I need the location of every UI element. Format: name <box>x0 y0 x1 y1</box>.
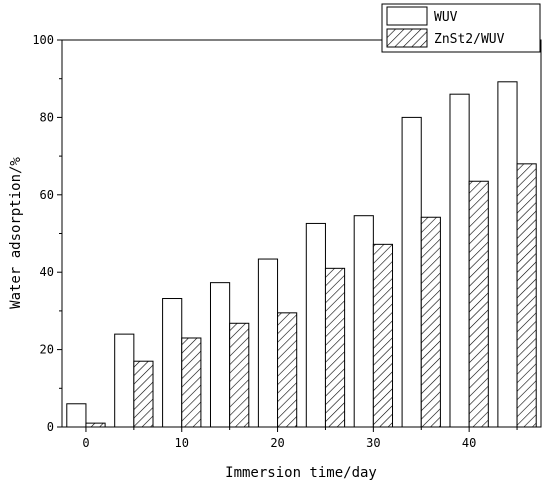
bar-znst2-wuv-5 <box>133 360 154 428</box>
x-axis-label: Immersion time/day <box>225 465 377 481</box>
bar-znst2-wuv-25 <box>324 267 346 428</box>
bar-wuv-10 <box>162 298 183 428</box>
legend-swatch-wuv <box>386 6 428 26</box>
bar-wuv-5 <box>114 333 135 428</box>
y-tick-label: 80 <box>40 110 54 124</box>
x-tick-label: 0 <box>82 436 89 450</box>
y-tick-label: 40 <box>40 265 54 279</box>
bar-wuv-20 <box>257 258 279 428</box>
bar-znst2-wuv-35 <box>420 216 441 428</box>
legend-label-znst2-wuv: ZnSt2/WUV <box>434 32 505 47</box>
bar-znst2-wuv-15 <box>229 322 250 428</box>
bar-znst2-wuv-10 <box>181 337 202 428</box>
legend-swatch-znst2-wuv <box>386 28 428 48</box>
y-axis-label: Water adsorption/% <box>8 157 24 309</box>
x-tick-label: 10 <box>175 436 189 450</box>
bar-wuv-25 <box>305 222 326 428</box>
legend: WUV ZnSt2/WUV <box>381 3 541 53</box>
bar-znst2-wuv-0 <box>85 422 106 428</box>
bar-znst2-wuv-45 <box>516 163 537 428</box>
y-tick-label: 20 <box>40 343 54 357</box>
legend-label-wuv: WUV <box>434 10 458 25</box>
bar-wuv-45 <box>497 81 518 428</box>
y-tick-label: 0 <box>47 420 54 434</box>
bar-wuv-15 <box>209 282 231 428</box>
bar-wuv-0 <box>66 403 87 428</box>
bar-znst2-wuv-40 <box>468 180 489 428</box>
bar-wuv-40 <box>449 93 470 428</box>
y-tick-label: 100 <box>32 33 54 47</box>
y-tick-label: 60 <box>40 188 54 202</box>
x-axis-ticks: 0 10 20 30 40 <box>82 427 518 450</box>
x-tick-label: 30 <box>366 436 380 450</box>
y-axis-ticks: 0 20 40 60 80 100 <box>32 33 62 434</box>
bar-znst2-wuv-30 <box>372 243 394 428</box>
bar-wuv-35 <box>401 116 422 428</box>
bars-group <box>66 81 537 428</box>
bar-wuv-30 <box>353 215 374 428</box>
x-tick-label: 20 <box>270 436 284 450</box>
x-tick-label: 40 <box>462 436 476 450</box>
bar-znst2-wuv-20 <box>277 312 298 428</box>
